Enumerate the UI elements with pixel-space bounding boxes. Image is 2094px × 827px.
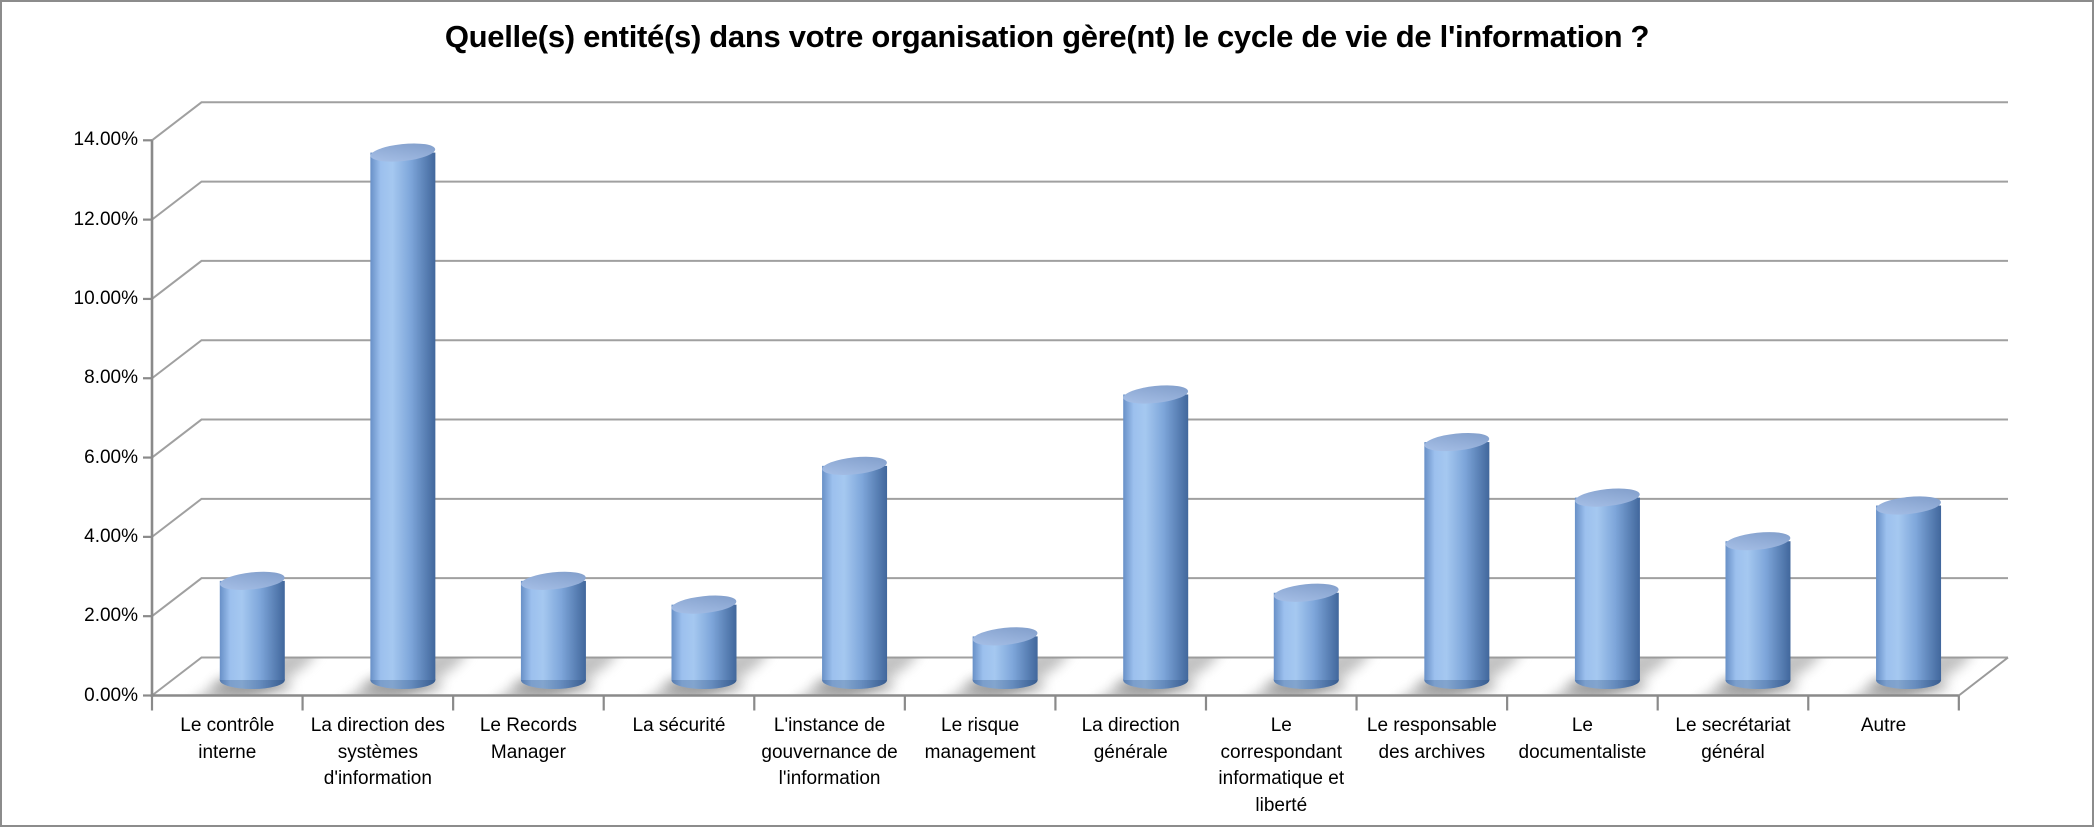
bar-10 bbox=[1574, 488, 1640, 689]
bar-3 bbox=[520, 571, 586, 689]
gridline-2pct bbox=[151, 577, 2008, 617]
y-axis-tick-label: 2.00% bbox=[84, 605, 138, 627]
gridline-12pct bbox=[151, 180, 2008, 221]
bar-4 bbox=[671, 595, 737, 689]
gridline-8pct bbox=[151, 339, 2008, 380]
bar-7 bbox=[1123, 385, 1189, 689]
y-axis-tick-label: 12.00% bbox=[73, 208, 138, 230]
bar-6 bbox=[972, 627, 1038, 689]
category-label-1: Le contrôle interne bbox=[180, 715, 275, 763]
gridline-0pct bbox=[151, 656, 2008, 697]
bar-2 bbox=[370, 143, 436, 689]
floor bbox=[152, 657, 2008, 696]
bar-11 bbox=[1725, 532, 1791, 689]
category-label-7: La direction générale bbox=[1081, 715, 1180, 763]
floor-right-edge bbox=[1958, 656, 2009, 697]
y-axis-tick-label: 8.00% bbox=[84, 367, 138, 389]
gridline-14pct bbox=[151, 101, 2008, 142]
bar-5 bbox=[822, 456, 888, 689]
category-label-8: Le correspondant informatique et liberté bbox=[1218, 715, 1345, 816]
y-axis-tick-label: 10.00% bbox=[73, 287, 138, 309]
category-label-5: L'instance de gouvernance de l'informati… bbox=[761, 715, 898, 789]
category-label-2: La direction des systèmes d'information bbox=[310, 715, 445, 789]
y-axis-tick-label: 14.00% bbox=[73, 129, 138, 151]
bar-12 bbox=[1876, 496, 1942, 689]
category-label-10: Le documentaliste bbox=[1518, 715, 1647, 763]
category-label-6: Le risque management bbox=[924, 715, 1036, 763]
gridline-6pct bbox=[151, 418, 2008, 459]
category-label-9: Le responsable des archives bbox=[1366, 715, 1497, 763]
category-label-3: Le Records Manager bbox=[479, 715, 577, 763]
bar-8 bbox=[1273, 583, 1339, 689]
bar-9 bbox=[1424, 432, 1490, 689]
gridline-4pct bbox=[151, 497, 2008, 538]
y-axis-tick-label: 4.00% bbox=[84, 525, 138, 547]
category-label-4: La sécurité bbox=[632, 715, 726, 736]
y-axis-tick-label: 6.00% bbox=[84, 446, 138, 468]
category-label-12: Autre bbox=[1860, 715, 1907, 736]
chart-title: Quelle(s) entité(s) dans votre organisat… bbox=[444, 19, 1650, 54]
gridline-10pct bbox=[151, 259, 2008, 300]
category-label-11: Le secrétariat général bbox=[1675, 715, 1791, 763]
bar-1 bbox=[219, 571, 285, 689]
y-axis-tick-label: 0.00% bbox=[84, 684, 138, 706]
